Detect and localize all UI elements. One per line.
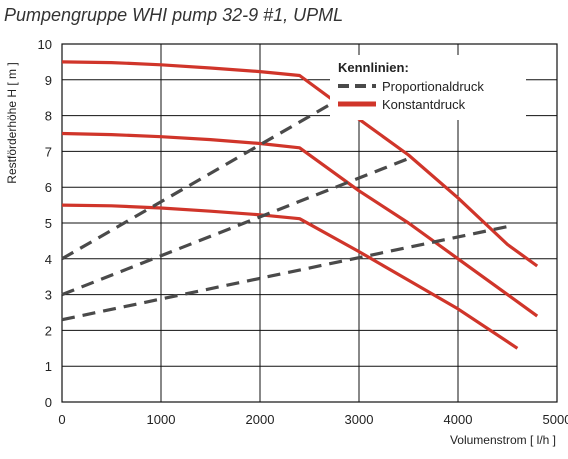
proportionaldruck-line-3 [61, 103, 331, 261]
y-tick-label-0: 0 [45, 395, 52, 410]
legend: Kennlinien: Proportionaldruck Konstantdr… [330, 55, 526, 120]
x-tick-label-5: 5000 [543, 412, 568, 427]
konstantdruck-line-0 [61, 60, 539, 268]
x-tick-label-3: 3000 [345, 412, 374, 427]
konstantdruck-line-2 [61, 203, 519, 350]
y-tick-label-9: 9 [45, 73, 52, 88]
plot-frame [61, 43, 558, 403]
y-tick-label-2: 2 [45, 323, 52, 338]
y-tick-label-3: 3 [45, 288, 52, 303]
y-tick-label-4: 4 [45, 252, 52, 267]
legend-label-konstantdruck: Konstantdruck [382, 97, 466, 112]
x-tick-label-0: 0 [58, 412, 65, 427]
y-axis-label: Restförderhöhe H [ m ] [5, 62, 19, 183]
x-tick-label-4: 4000 [444, 412, 473, 427]
x-axis-label: Volumenstrom [ l/h ] [450, 433, 556, 447]
y-tick-label-10: 10 [38, 37, 52, 52]
y-tick-label-7: 7 [45, 144, 52, 159]
y-tick-label-1: 1 [45, 359, 52, 374]
konstantdruck-line-1 [61, 131, 539, 318]
x-tick-labels: 0 1000 2000 3000 4000 5000 [58, 412, 568, 427]
series-layer [61, 60, 539, 350]
y-tick-label-5: 5 [45, 216, 52, 231]
legend-label-proportionaldruck: Proportionaldruck [382, 79, 484, 94]
y-tick-label-8: 8 [45, 109, 52, 124]
chart-title: Pumpengruppe WHI pump 32-9 #1, UPML [4, 5, 343, 25]
x-tick-label-2: 2000 [246, 412, 275, 427]
y-tick-label-6: 6 [45, 180, 52, 195]
legend-title: Kennlinien: [338, 60, 409, 75]
y-tick-labels: 0 1 2 3 4 5 6 7 8 9 10 [38, 37, 52, 410]
proportionaldruck-line-5 [61, 225, 508, 322]
x-tick-label-1: 1000 [147, 412, 176, 427]
